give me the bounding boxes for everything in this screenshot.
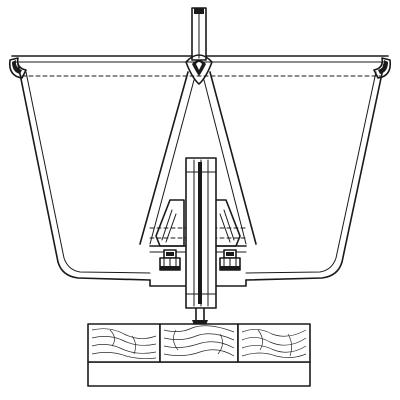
bail-hook — [185, 7, 213, 85]
timber-sill — [87, 361, 311, 387]
bail-arm-left-outer — [139, 71, 189, 245]
rim-bead-right — [373, 57, 392, 79]
bail-arm-left-inner — [149, 79, 195, 245]
bucket-wall-right — [245, 63, 385, 281]
bolt-left — [159, 249, 181, 271]
bail-arm-right-inner — [203, 79, 247, 245]
timber-rail — [87, 323, 311, 387]
bolt-right — [219, 249, 241, 271]
bucket-wall-left-inner — [25, 71, 151, 274]
timber-block-middle — [159, 323, 239, 363]
pulley-wheel — [185, 157, 217, 309]
rim-bead-left — [8, 57, 27, 79]
bail-arm-right-outer — [209, 71, 257, 245]
bail-knot — [185, 54, 213, 85]
bail-arms — [139, 71, 257, 245]
bucket-wall-right-inner — [245, 71, 377, 274]
bucket-wall-left — [17, 63, 151, 281]
timber-block-left — [87, 323, 161, 363]
